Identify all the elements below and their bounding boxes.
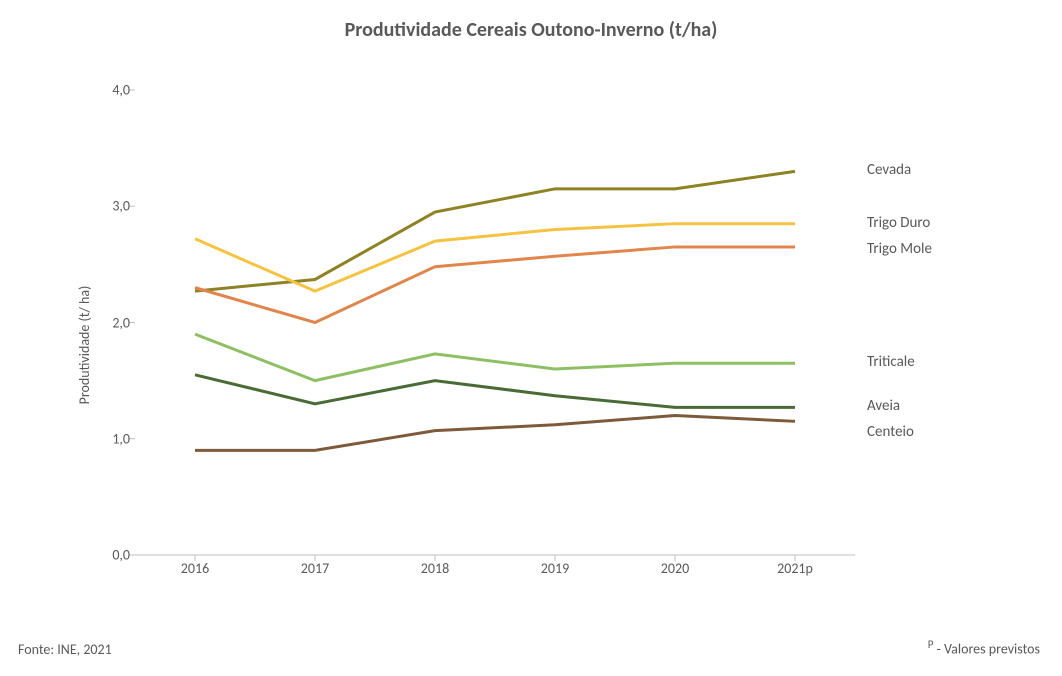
footnote: P - Valores previstos bbox=[928, 638, 1040, 658]
series-line-triticale bbox=[195, 334, 795, 381]
chart-container: Produtividade (t/ ha) 0,01,02,03,04,0201… bbox=[80, 80, 1000, 610]
series-label-triticale: Triticale bbox=[867, 353, 915, 371]
series-label-centeio: Centeio bbox=[867, 423, 914, 441]
x-tick-label: 2021p bbox=[777, 560, 813, 577]
series-label-trigo-mole: Trigo Mole bbox=[867, 240, 932, 258]
y-tick-label: 3,0 bbox=[112, 198, 130, 215]
y-axis-label: Produtividade (t/ ha) bbox=[76, 286, 93, 405]
y-tick-label: 1,0 bbox=[112, 430, 130, 447]
series-line-cevada bbox=[195, 171, 795, 291]
series-line-aveia bbox=[195, 375, 795, 408]
x-tick-label: 2016 bbox=[181, 560, 209, 577]
series-label-trigo-duro: Trigo Duro bbox=[867, 214, 930, 232]
y-tick-label: 4,0 bbox=[112, 82, 130, 99]
y-tick-label: 0,0 bbox=[112, 547, 130, 564]
series-label-aveia: Aveia bbox=[867, 397, 900, 415]
source-label: Fonte: INE, 2021 bbox=[18, 641, 112, 658]
x-tick-label: 2018 bbox=[421, 560, 449, 577]
footnote-text: - Valores previstos bbox=[933, 641, 1040, 658]
series-label-cevada: Cevada bbox=[867, 161, 911, 179]
series-line-centeio bbox=[195, 416, 795, 451]
series-line-trigo-mole bbox=[195, 247, 795, 323]
x-tick-label: 2017 bbox=[301, 560, 329, 577]
chart-title: Produtividade Cereais Outono-Inverno (t/… bbox=[0, 0, 1062, 42]
x-tick-label: 2020 bbox=[661, 560, 689, 577]
plot-area bbox=[135, 90, 855, 555]
y-tick-label: 2,0 bbox=[112, 314, 130, 331]
x-tick-label: 2019 bbox=[541, 560, 569, 577]
plot-svg bbox=[135, 90, 855, 555]
